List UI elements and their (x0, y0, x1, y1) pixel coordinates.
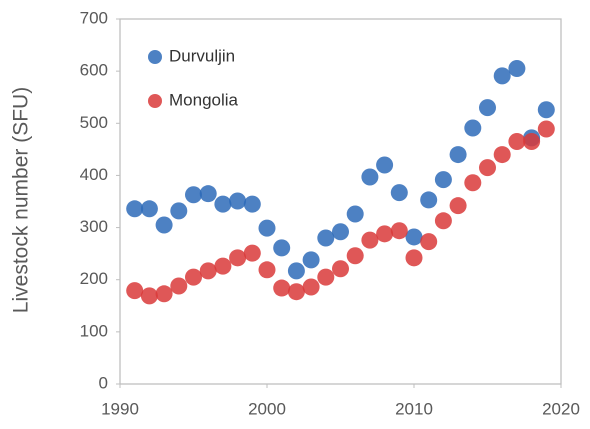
point (332, 223, 349, 241)
point (287, 262, 305, 280)
point (346, 247, 364, 265)
point (390, 184, 408, 202)
point (170, 202, 188, 220)
point (243, 195, 261, 213)
point (332, 260, 349, 278)
x-tick-label: 2020 (542, 399, 580, 418)
point (434, 171, 452, 189)
point (258, 261, 276, 279)
x-tick-label: 1990 (101, 399, 139, 418)
point (390, 222, 408, 240)
legend-marker (148, 50, 162, 64)
y-tick-label: 700 (80, 8, 108, 27)
y-tick-label: 100 (80, 321, 108, 340)
point (199, 185, 217, 203)
point (140, 287, 158, 305)
point (479, 159, 496, 177)
point (346, 205, 364, 223)
point (464, 174, 482, 192)
point (317, 229, 335, 247)
y-tick-label: 200 (80, 269, 108, 288)
point (361, 231, 379, 249)
point (537, 101, 555, 119)
point (361, 168, 379, 186)
point (155, 216, 173, 234)
point (214, 257, 232, 275)
point (376, 156, 394, 174)
point (434, 212, 452, 230)
point (229, 192, 247, 210)
y-tick-label: 400 (80, 165, 108, 184)
legend-label: Durvuljin (169, 46, 235, 65)
point (449, 197, 467, 215)
point (302, 278, 320, 296)
y-tick-label: 500 (80, 113, 108, 132)
point (449, 146, 467, 164)
y-tick-label: 600 (80, 61, 108, 80)
point (464, 119, 482, 137)
point (185, 186, 202, 204)
y-axis-label: Livestock number (SFU) (10, 87, 33, 313)
point (405, 228, 423, 246)
x-tick-label: 2010 (395, 399, 433, 418)
y-tick-label: 300 (80, 217, 108, 236)
point (287, 283, 305, 301)
point (243, 244, 261, 262)
point (493, 146, 511, 164)
point (537, 120, 555, 138)
point (317, 268, 335, 286)
point (258, 219, 276, 237)
point (170, 277, 188, 295)
point (155, 285, 173, 303)
point (199, 262, 217, 280)
point (273, 239, 291, 257)
point (214, 195, 232, 213)
plot-frame (119, 18, 562, 385)
point (508, 133, 526, 151)
point (229, 249, 247, 267)
point (273, 279, 291, 297)
point (420, 233, 438, 251)
point (140, 200, 158, 218)
legend-label: Mongolia (169, 90, 239, 109)
point (493, 67, 511, 85)
point (420, 191, 438, 209)
x-tick-label: 2000 (248, 399, 286, 418)
point (126, 200, 144, 218)
point (523, 133, 541, 151)
point (479, 99, 496, 117)
legend-marker (148, 94, 162, 108)
point (376, 225, 394, 243)
y-tick-label: 0 (99, 373, 108, 392)
point (508, 60, 526, 78)
point (302, 251, 320, 269)
point (185, 268, 202, 286)
point (405, 249, 423, 267)
point (126, 282, 144, 300)
